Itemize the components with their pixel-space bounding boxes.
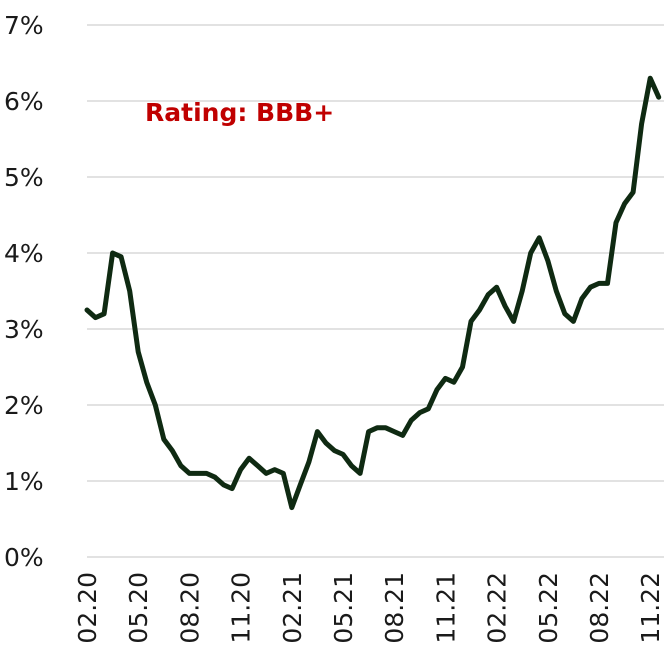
y-tick-label: 7% (4, 11, 44, 40)
y-tick-label: 2% (4, 391, 44, 420)
y-tick-label: 1% (4, 467, 44, 496)
x-tick-label: 08.22 (585, 572, 614, 644)
x-tick-label: 05.21 (329, 572, 358, 644)
x-tick-label: 08.21 (380, 572, 409, 644)
y-tick-label: 6% (4, 87, 44, 116)
y-tick-label: 4% (4, 239, 44, 268)
x-tick-label: 11.20 (227, 572, 256, 644)
y-tick-label: 3% (4, 315, 44, 344)
annotation: Rating: BBB+ (145, 98, 334, 127)
x-tick-label: 11.21 (431, 572, 460, 644)
x-tick-label: 08.20 (175, 572, 204, 644)
x-tick-label: 02.22 (483, 572, 512, 644)
y-tick-label: 5% (4, 163, 44, 192)
x-tick-label: 02.20 (73, 572, 102, 644)
y-tick-label: 0% (4, 543, 44, 572)
x-tick-label: 05.20 (124, 572, 153, 644)
x-tick-label: 02.21 (278, 572, 307, 644)
x-tick-label: 05.22 (534, 572, 563, 644)
line-series (84, 75, 662, 511)
x-tick-label: 11.22 (636, 572, 664, 644)
